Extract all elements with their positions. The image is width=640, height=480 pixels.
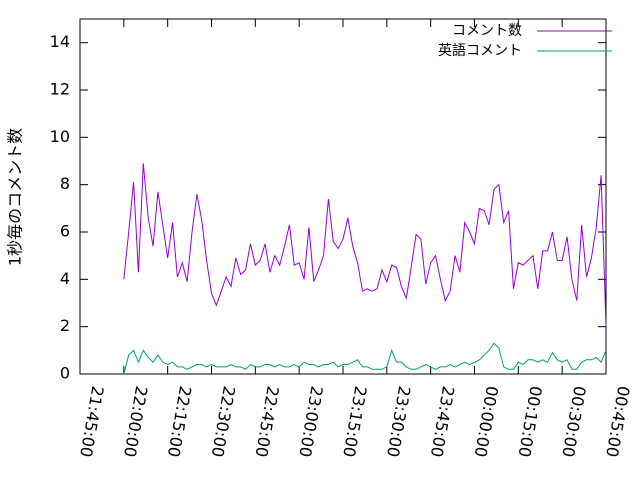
y-tick-label: 8	[60, 174, 70, 193]
x-tick-label: 00:45:00	[602, 385, 633, 459]
x-tick-label: 22:45:00	[251, 385, 282, 459]
y-tick-label: 0	[60, 364, 70, 383]
y-tick-label: 2	[60, 316, 70, 335]
y-tick-label: 14	[50, 32, 70, 51]
x-tick-label: 00:00:00	[471, 385, 502, 459]
series-line	[123, 163, 607, 327]
y-tick-label: 6	[60, 222, 70, 241]
x-tick-label: 23:45:00	[427, 385, 458, 459]
x-tick-label: 00:30:00	[558, 385, 589, 459]
legend-label: 英語コメント	[438, 42, 522, 59]
series-line	[123, 342, 607, 375]
y-tick-label: 10	[50, 127, 70, 146]
x-tick-label: 21:45:00	[76, 385, 107, 459]
legend-label: コメント数	[452, 23, 522, 39]
y-axis-label: 1秒毎のコメント数	[6, 128, 25, 266]
x-tick-label: 22:00:00	[120, 385, 151, 459]
x-tick-label: 23:15:00	[339, 385, 370, 459]
x-tick-label: 22:15:00	[164, 385, 195, 459]
y-tick-label: 4	[60, 269, 70, 288]
x-tick-label: 23:00:00	[295, 385, 326, 459]
x-tick-label: 00:15:00	[514, 385, 545, 459]
y-tick-label: 12	[50, 80, 70, 99]
x-tick-label: 22:30:00	[208, 385, 239, 459]
x-tick-label: 23:30:00	[383, 385, 414, 459]
